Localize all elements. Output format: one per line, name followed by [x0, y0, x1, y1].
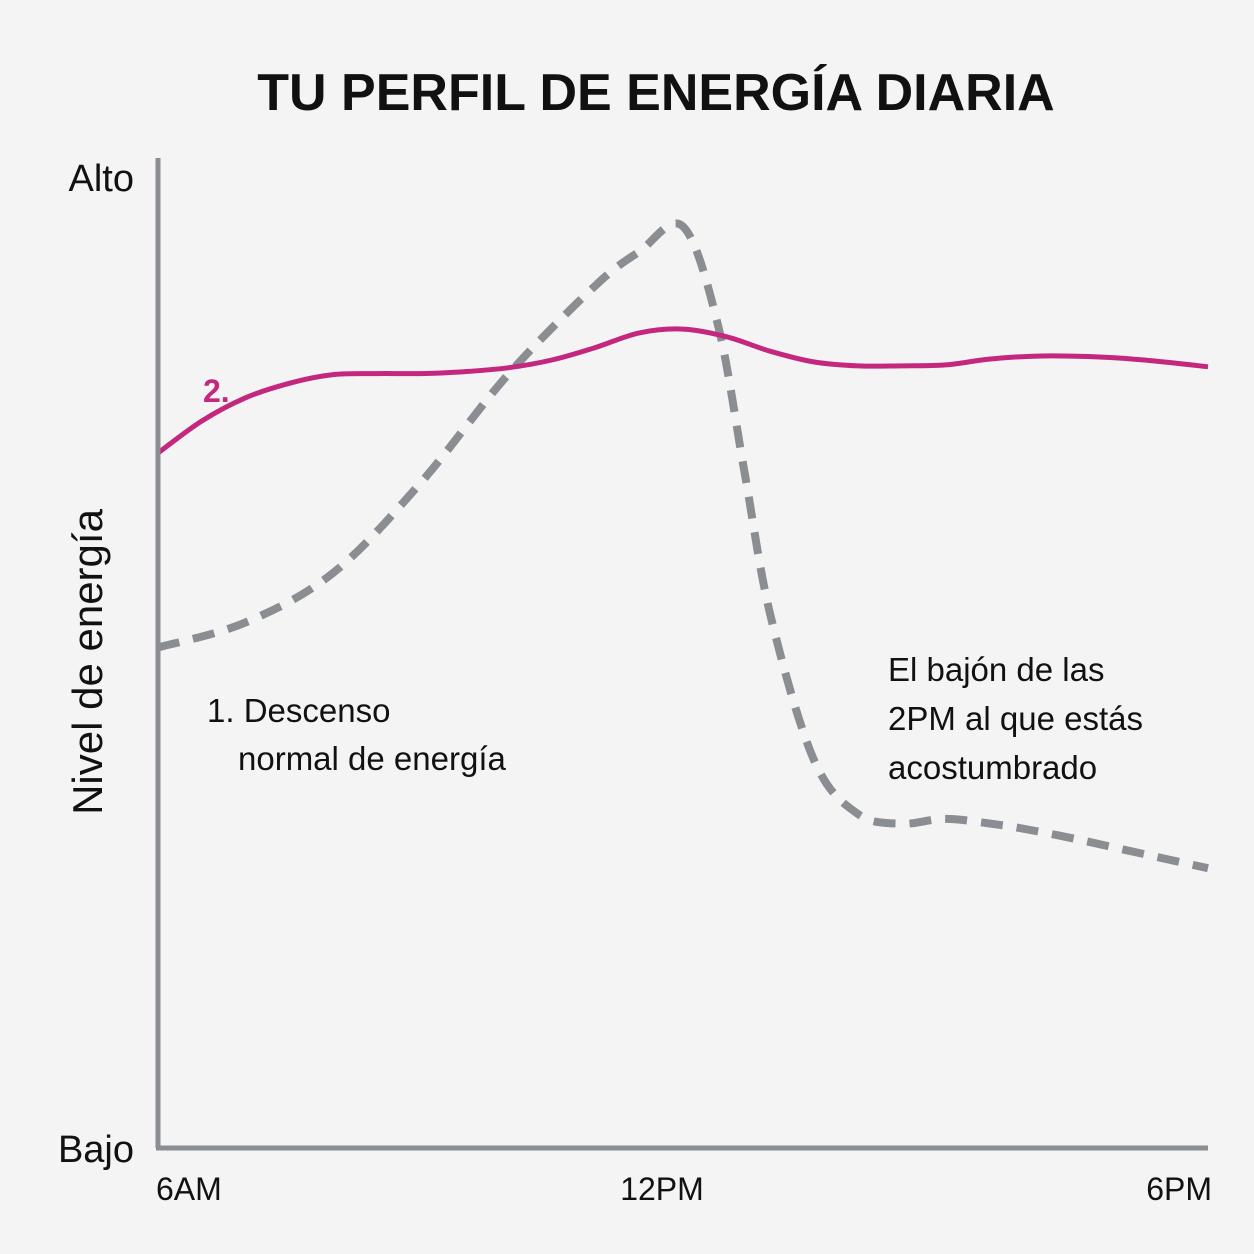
annotation-dip-line: El bajón de las	[888, 651, 1104, 688]
annotation-dip-line: acostumbrado	[888, 749, 1097, 786]
annotation-label-1-line: 1. Descenso	[207, 692, 390, 729]
annotation-label-2: 2.	[203, 373, 230, 409]
x-tick-label: 12PM	[620, 1171, 704, 1207]
y-axis-label: Nivel de energía	[64, 508, 111, 814]
annotation-label-1-line: normal de energía	[238, 740, 506, 777]
series-line-dashed	[156, 219, 1209, 873]
y-tick-label: Bajo	[58, 1129, 134, 1171]
chart-title: TU PERFIL DE ENERGÍA DIARIA	[257, 64, 1054, 122]
y-tick-label: Alto	[69, 158, 134, 200]
annotation-dip-line: 2PM al que estás	[888, 700, 1143, 737]
series-line-solid	[156, 326, 1209, 456]
x-tick-label: 6AM	[156, 1171, 222, 1207]
x-tick-label: 6PM	[1146, 1171, 1212, 1207]
